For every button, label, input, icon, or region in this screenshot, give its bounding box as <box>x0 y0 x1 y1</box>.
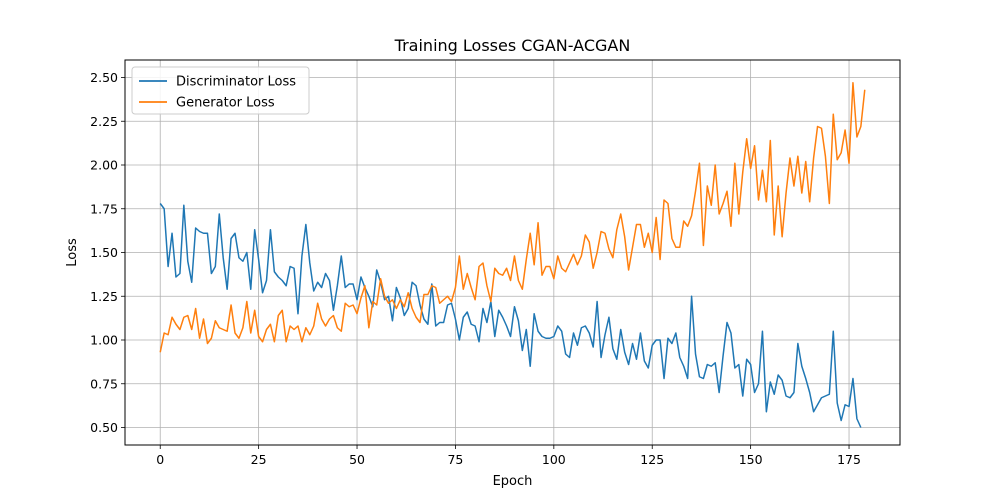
discriminator-loss-line <box>159 203 862 428</box>
x-tick-label: 125 <box>640 452 664 467</box>
y-axis-label: Loss <box>65 238 80 267</box>
y-tick-label: 2.00 <box>90 158 118 173</box>
x-tick-label: 50 <box>349 452 365 467</box>
generator-loss-line <box>159 82 866 353</box>
legend-box <box>131 66 310 115</box>
axis-ticks: 0 25 50 75 100 125 150 175 0.50 0.75 1.00 1.25 1.50 1… <box>90 70 861 467</box>
x-tick-label: 75 <box>447 452 463 467</box>
x-tick-label: 150 <box>739 452 763 467</box>
y-tick-label: 1.50 <box>90 245 118 260</box>
y-tick-label: 1.25 <box>90 289 118 304</box>
chart-title: Training Losses CGAN-ACGAN <box>394 36 631 55</box>
x-tick-label: 100 <box>542 452 566 467</box>
y-tick-label: 0.50 <box>90 420 118 435</box>
y-tick-label: 2.50 <box>90 70 118 85</box>
y-tick-label: 1.75 <box>90 201 118 216</box>
x-tick-label: 175 <box>837 452 861 467</box>
y-tick-label: 1.00 <box>90 333 118 348</box>
legend-label: Discriminator Loss <box>176 75 296 90</box>
series-lines <box>159 82 866 428</box>
x-axis-label: Epoch <box>493 474 533 489</box>
y-tick-label: 2.25 <box>90 114 118 129</box>
x-tick-label: 0 <box>156 452 164 467</box>
x-tick-label: 25 <box>251 452 267 467</box>
legend-label: Generator Loss <box>176 96 275 111</box>
legend: Discriminator Loss Generator Loss <box>131 66 310 115</box>
y-tick-label: 0.75 <box>90 376 118 391</box>
